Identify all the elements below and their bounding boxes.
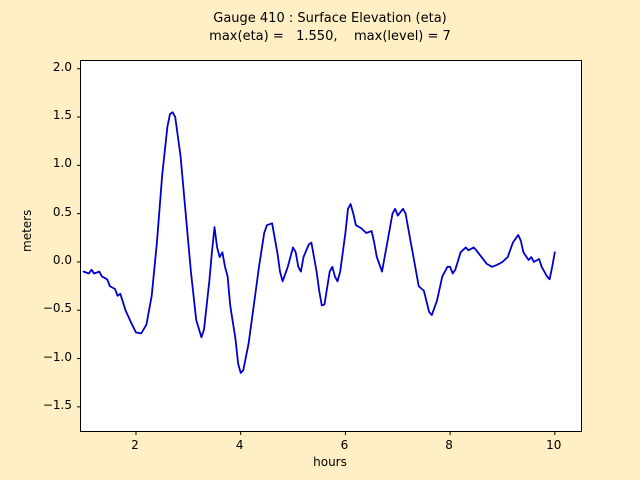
eta-series-line (82, 111, 556, 374)
x-tick-label: 6 (340, 438, 349, 452)
plot-area (77, 60, 582, 435)
chart-title: Gauge 410 : Surface Elevation (eta) (213, 11, 447, 26)
y-tick-label: −1.5 (42, 397, 72, 412)
y-tick-label: −1.0 (42, 349, 72, 364)
x-axis-label: hours (313, 455, 347, 469)
y-tick-label: 1.0 (52, 156, 72, 171)
title-block: Gauge 410 : Surface Elevation (eta) max(… (80, 10, 580, 46)
y-tick-label: 2.0 (52, 59, 72, 74)
y-tick-label: 0.0 (52, 252, 72, 267)
x-tick-label: 8 (445, 438, 453, 452)
y-axis-label: meters (20, 209, 35, 252)
y-tick-label: 1.5 (52, 108, 72, 123)
x-tick-label: 10 (546, 438, 562, 452)
line-chart (77, 68, 556, 435)
x-tick-label: 2 (131, 438, 139, 452)
x-tick-label: 4 (235, 438, 244, 452)
y-tick-label: −0.5 (42, 301, 72, 316)
chart-subtitle: max(eta) = 1.550, max(level) = 7 (209, 29, 451, 44)
y-tick-label: 0.5 (52, 204, 72, 219)
